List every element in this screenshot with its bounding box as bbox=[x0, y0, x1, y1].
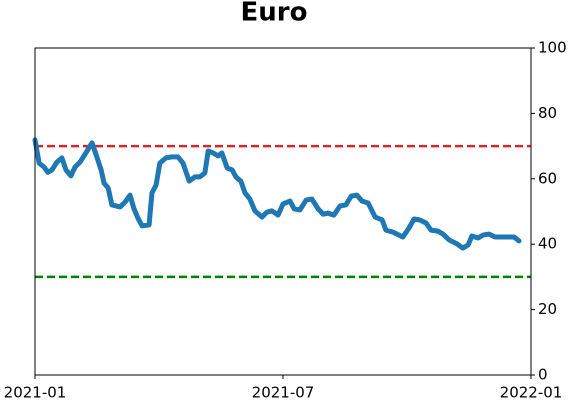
y-tick-label: 100 bbox=[538, 39, 567, 57]
y-tick-label: 40 bbox=[538, 235, 557, 253]
x-tick-label: 2022-01 bbox=[500, 384, 563, 402]
y-tick-label: 60 bbox=[538, 169, 557, 187]
x-tick-label: 2021-01 bbox=[4, 384, 67, 402]
chart-title: Euro bbox=[241, 0, 308, 28]
x-tick-label: 2021-07 bbox=[252, 384, 315, 402]
line-series bbox=[32, 137, 522, 251]
y-tick-label: 0 bbox=[538, 366, 548, 384]
y-tick-label: 20 bbox=[538, 300, 557, 318]
plot-frame bbox=[34, 47, 532, 376]
y-tick-label: 80 bbox=[538, 104, 557, 122]
